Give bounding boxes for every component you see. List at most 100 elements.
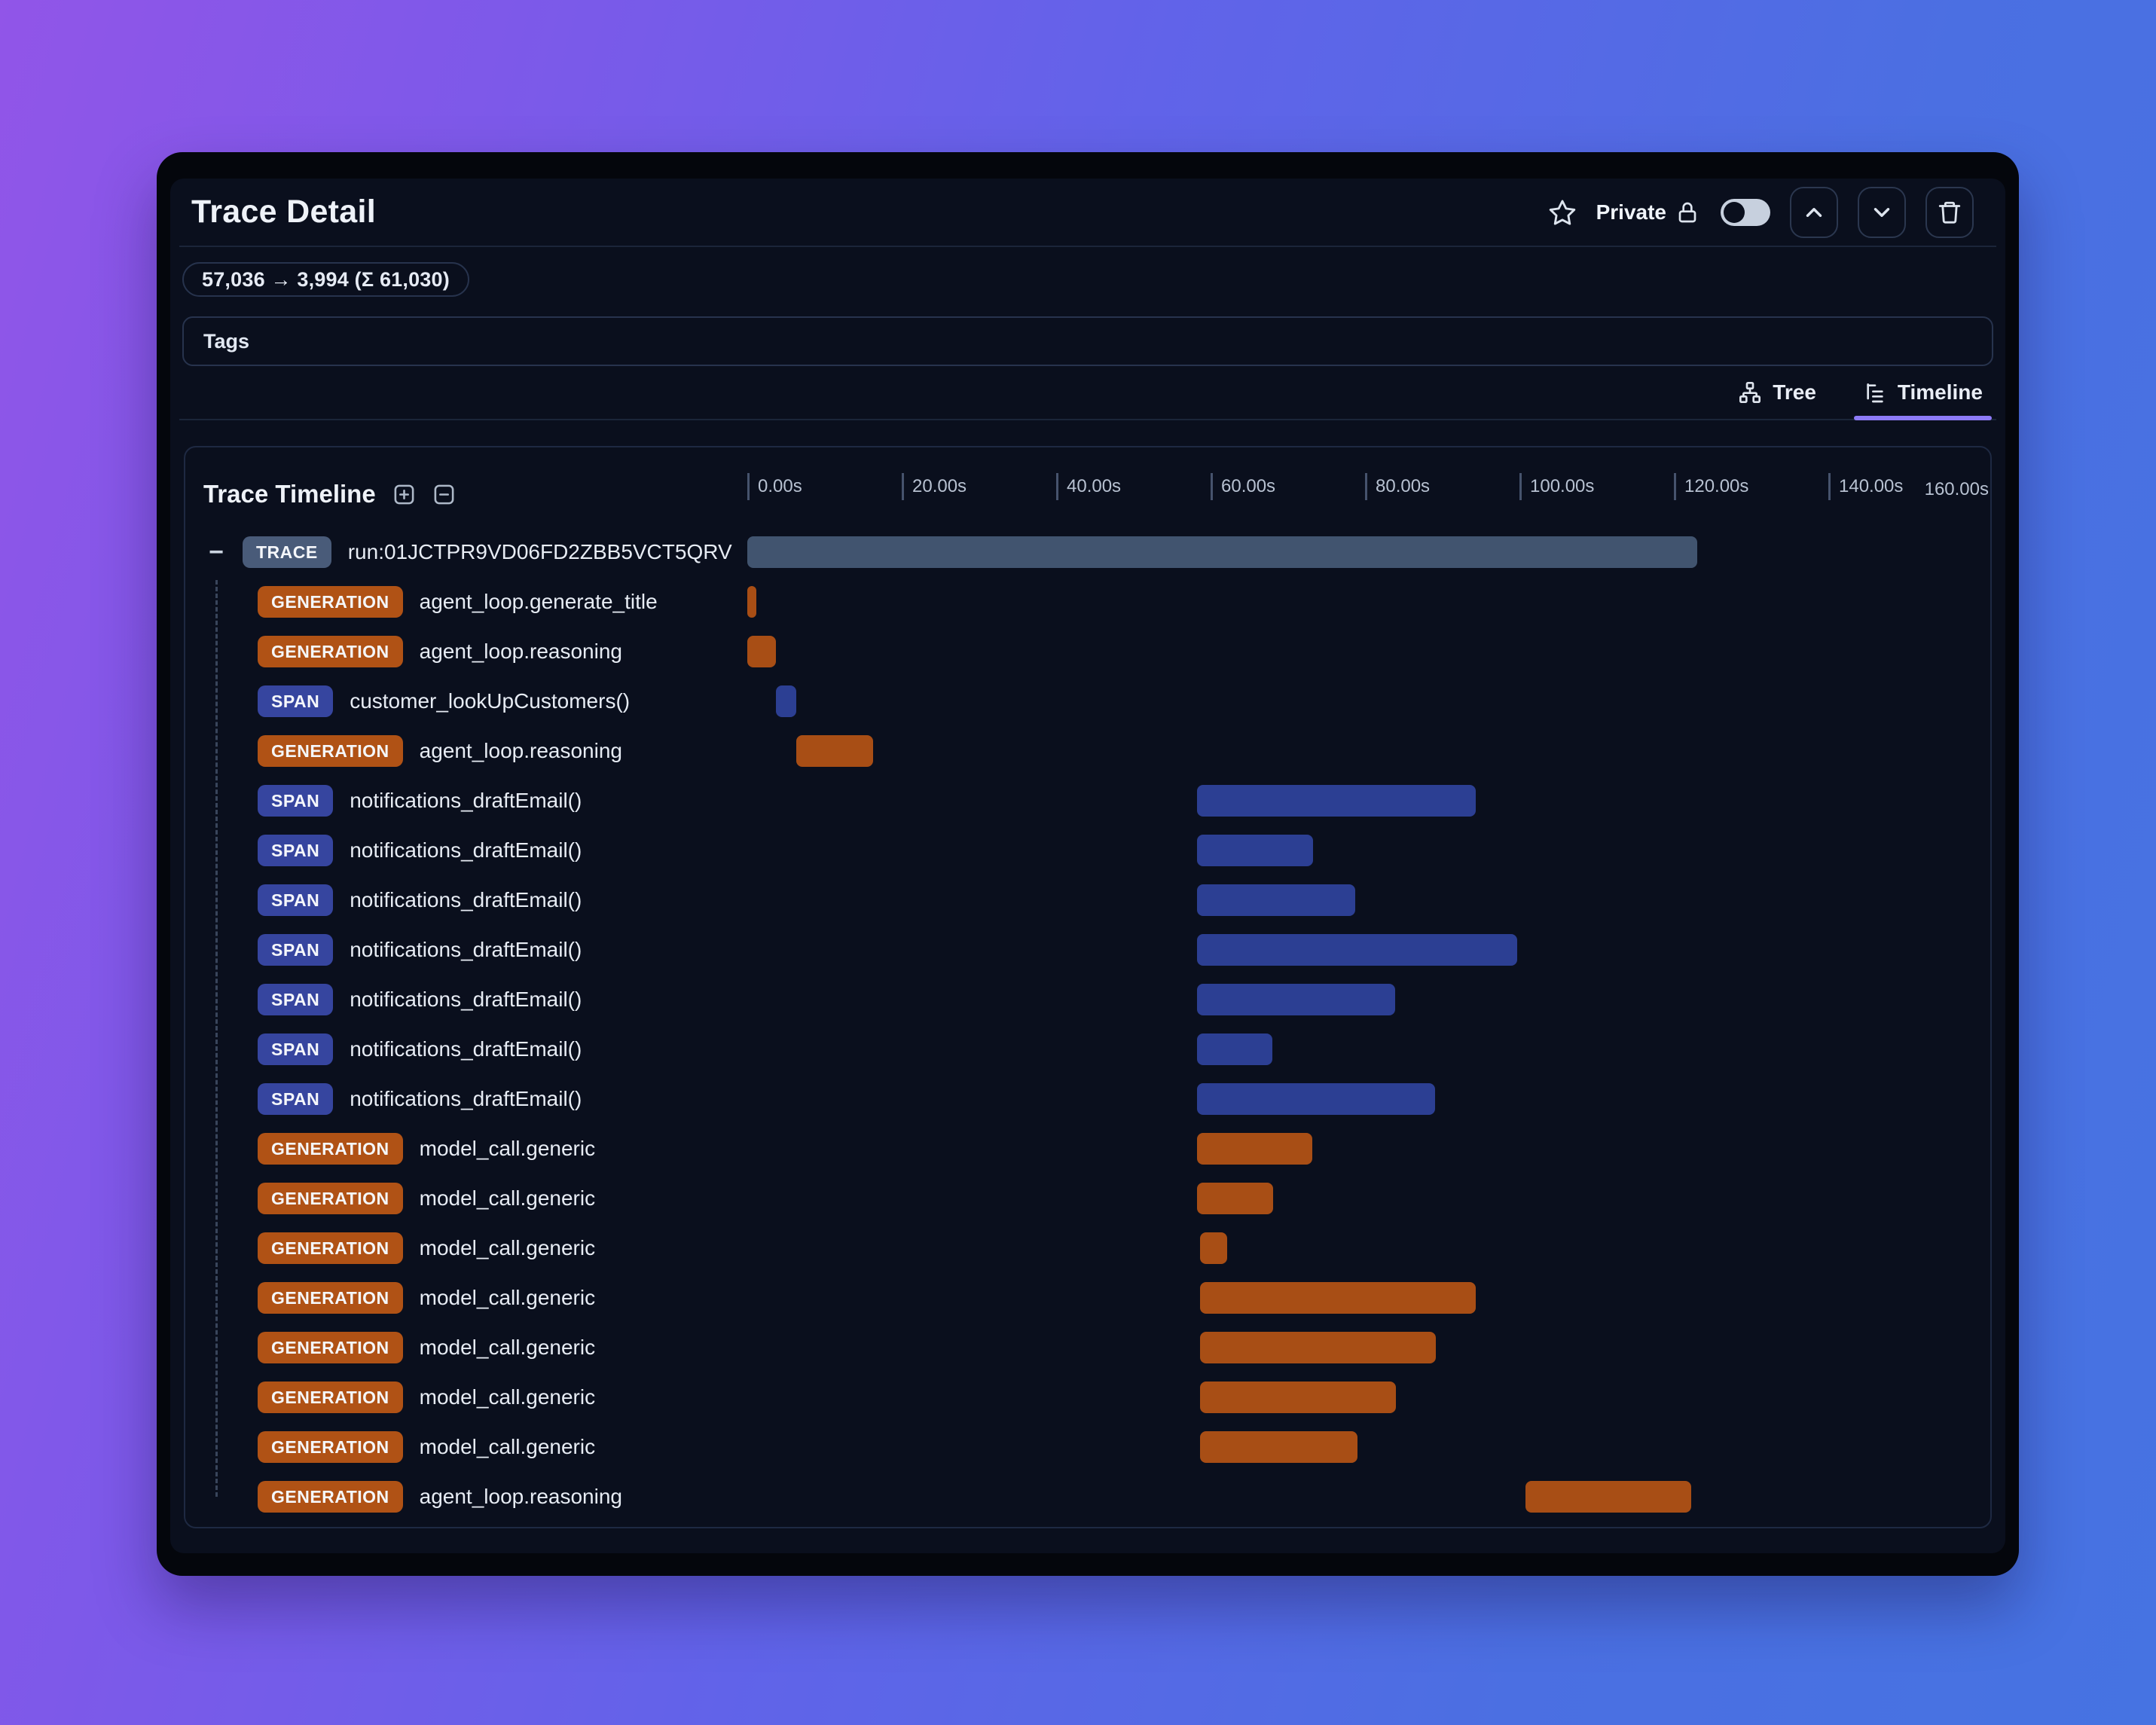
duration-bar[interactable] <box>796 735 874 767</box>
timeline-row[interactable]: SPAN notifications_draftEmail() <box>185 826 1990 875</box>
duration-bar[interactable] <box>1199 1282 1476 1314</box>
axis-tick: 60.00s <box>1211 473 1275 500</box>
timeline-title: Trace Timeline <box>203 480 376 508</box>
row-label: GENERATION agent_loop.reasoning <box>258 636 622 667</box>
duration-bar[interactable] <box>1196 1133 1313 1165</box>
observation-name: model_call.generic <box>419 1385 596 1409</box>
tab-tree[interactable]: Tree <box>1736 366 1818 419</box>
timeline-row[interactable]: GENERATION model_call.generic <box>185 1372 1990 1422</box>
timeline-track <box>747 1083 1983 1115</box>
trace-detail-window: Trace Detail Private <box>157 152 2019 1576</box>
page-title: Trace Detail <box>191 194 377 230</box>
duration-bar[interactable] <box>747 636 776 667</box>
row-label: GENERATION agent_loop.reasoning <box>258 735 622 767</box>
duration-bar[interactable] <box>1196 785 1476 817</box>
timeline-row[interactable]: GENERATION agent_loop.reasoning <box>185 627 1990 676</box>
timeline-row[interactable]: SPAN notifications_draftEmail() <box>185 875 1990 925</box>
duration-bar[interactable] <box>747 586 757 618</box>
timeline-row[interactable]: GENERATION model_call.generic <box>185 1323 1990 1372</box>
star-icon[interactable] <box>1548 198 1577 227</box>
timeline-row[interactable]: GENERATION model_call.generic <box>185 1273 1990 1323</box>
timeline-row[interactable]: SPAN notifications_draftEmail() <box>185 776 1990 826</box>
observation-type-badge: SPAN <box>258 835 334 866</box>
observation-type-badge: GENERATION <box>258 1282 403 1314</box>
duration-bar[interactable] <box>1525 1481 1691 1513</box>
timeline-row[interactable]: GENERATION agent_loop.reasoning <box>185 1472 1990 1522</box>
observation-name: notifications_draftEmail() <box>350 888 582 911</box>
duration-bar[interactable] <box>1196 1183 1274 1214</box>
observation-type-badge: SPAN <box>258 1033 334 1065</box>
observation-type-badge: GENERATION <box>258 735 403 767</box>
observation-name: notifications_draftEmail() <box>350 1037 582 1061</box>
privacy-toggle[interactable] <box>1721 198 1770 226</box>
observation-type-badge: GENERATION <box>258 1183 403 1214</box>
observation-type-badge: GENERATION <box>258 636 403 667</box>
duration-bar[interactable] <box>1196 1033 1272 1065</box>
privacy-control: Private <box>1596 200 1699 224</box>
observation-name: run:01JCTPR9VD06FD2ZBB5VCT5QRV <box>347 540 732 563</box>
timeline-row[interactable]: SPAN notifications_draftEmail() <box>185 1024 1990 1074</box>
timeline-row[interactable]: GENERATION agent_loop.reasoning <box>185 726 1990 776</box>
observation-type-badge: SPAN <box>258 1083 334 1115</box>
duration-bar[interactable] <box>1196 835 1314 866</box>
row-label: GENERATION agent_loop.reasoning <box>258 1481 622 1513</box>
collapse-toggle-icon[interactable]: − <box>209 538 224 566</box>
duration-bar[interactable] <box>1199 1431 1357 1463</box>
axis-tick: 140.00s <box>1828 473 1903 500</box>
navigate-down-button[interactable] <box>1858 186 1906 238</box>
row-label: GENERATION model_call.generic <box>258 1232 595 1264</box>
duration-bar[interactable] <box>1199 1332 1437 1363</box>
observation-name: customer_lookUpCustomers() <box>350 689 631 713</box>
axis-tick: 100.00s <box>1519 473 1594 500</box>
observation-type-badge: GENERATION <box>258 1382 403 1413</box>
timeline-row[interactable]: − TRACE run:01JCTPR9VD06FD2ZBB5VCT5QRV <box>185 527 1990 577</box>
observation-name: notifications_draftEmail() <box>350 838 582 862</box>
timeline-row[interactable]: GENERATION model_call.generic <box>185 1422 1990 1472</box>
timeline-track <box>747 1481 1983 1513</box>
observation-type-badge: SPAN <box>258 884 334 916</box>
duration-bar[interactable] <box>1199 1232 1227 1264</box>
timeline-row[interactable]: GENERATION model_call.generic <box>185 1174 1990 1223</box>
observation-type-badge: SPAN <box>258 685 334 717</box>
timeline-row[interactable]: SPAN customer_lookUpCustomers() <box>185 676 1990 726</box>
row-label: GENERATION model_call.generic <box>258 1133 595 1165</box>
token-usage-badge: 57,036 → 3,994 (Σ 61,030) <box>182 262 469 297</box>
duration-bar[interactable] <box>1196 984 1395 1015</box>
axis-tick: 20.00s <box>902 473 967 500</box>
timeline-track <box>747 636 1983 667</box>
observation-name: notifications_draftEmail() <box>350 988 582 1011</box>
timeline-track <box>747 984 1983 1015</box>
duration-bar[interactable] <box>1196 934 1517 966</box>
duration-bar[interactable] <box>1196 1083 1436 1115</box>
observation-name: model_call.generic <box>419 1236 596 1259</box>
timeline-row[interactable]: SPAN notifications_draftEmail() <box>185 975 1990 1024</box>
duration-bar[interactable] <box>1199 1382 1396 1413</box>
delete-trace-button[interactable] <box>1925 186 1974 238</box>
timeline-rows: − TRACE run:01JCTPR9VD06FD2ZBB5VCT5QRV GENE… <box>185 527 1990 1522</box>
tags-input[interactable]: Tags <box>182 316 1993 366</box>
timeline-row[interactable]: GENERATION model_call.generic <box>185 1223 1990 1273</box>
observation-name: notifications_draftEmail() <box>350 789 582 812</box>
timeline-track <box>747 785 1983 817</box>
timeline-track <box>747 735 1983 767</box>
timeline-row[interactable]: GENERATION agent_loop.generate_title <box>185 577 1990 627</box>
duration-bar[interactable] <box>1196 884 1355 916</box>
timeline-row[interactable]: SPAN notifications_draftEmail() <box>185 1074 1990 1124</box>
minus-square-icon[interactable] <box>432 483 456 506</box>
timeline-track <box>747 934 1983 966</box>
plus-square-icon[interactable] <box>392 483 416 506</box>
timeline-row[interactable]: GENERATION model_call.generic <box>185 1124 1990 1174</box>
observation-name: model_call.generic <box>419 1186 596 1210</box>
navigate-up-button[interactable] <box>1790 186 1838 238</box>
duration-bar[interactable] <box>775 685 796 717</box>
timeline-track <box>747 1232 1983 1264</box>
timeline-track <box>747 685 1983 717</box>
observation-type-badge: GENERATION <box>258 586 403 618</box>
duration-bar[interactable] <box>747 536 1697 568</box>
timeline-track <box>747 1431 1983 1463</box>
observation-type-badge: SPAN <box>258 984 334 1015</box>
axis-tick: 120.00s <box>1674 473 1748 500</box>
timeline-row[interactable]: SPAN notifications_draftEmail() <box>185 925 1990 975</box>
tab-timeline[interactable]: Timeline <box>1853 366 1993 420</box>
